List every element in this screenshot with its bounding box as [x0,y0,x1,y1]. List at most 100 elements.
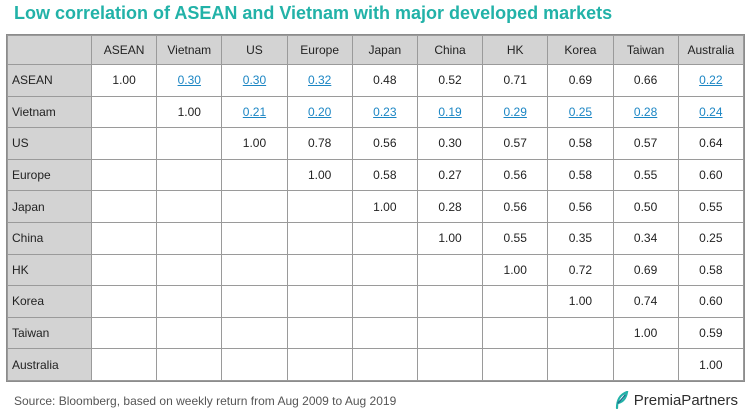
correlation-cell [156,158,223,192]
table-row: ASEAN 1.00 0.30 0.30 0.32 0.48 0.52 0.71 0.69 0.6… [7,64,745,97]
correlation-cell: 0.60 [677,158,745,192]
correlation-matrix: ASEAN Vietnam US Europe Japan China HK Korea Tai… [6,34,745,382]
correlation-cell [221,348,288,381]
correlation-cell: 0.32 [286,64,353,97]
correlation-cell: 0.58 [547,158,614,192]
correlation-cell: 0.30 [416,127,484,160]
correlation-cell [221,253,288,287]
brand-logo: PremiaPartners [614,391,738,409]
row-header-europe: Europe [7,158,92,192]
correlation-cell: 0.64 [677,127,745,160]
correlation-cell [351,316,418,350]
row-header-asean: ASEAN [7,64,92,97]
correlation-cell [482,348,549,381]
table-row: Australia 1.00 [7,348,745,381]
correlation-cell: 0.59 [677,316,745,350]
highlighted-value: 0.24 [699,104,723,119]
correlation-cell: 0.35 [547,221,614,255]
correlation-cell: 0.22 [677,64,745,97]
correlation-cell: 0.30 [221,64,288,97]
table-row: Korea 1.00 0.74 0.60 [7,285,745,318]
correlation-cell [286,348,353,381]
correlation-cell: 0.66 [612,64,679,97]
correlation-cell: 0.28 [416,190,484,223]
correlation-cell: 0.72 [547,253,614,287]
column-header-vietnam: Vietnam [156,35,223,65]
row-header-taiwan: Taiwan [7,316,92,350]
correlation-cell: 0.23 [351,95,418,129]
correlation-cell: 0.25 [677,221,745,255]
correlation-cell: 0.34 [612,221,679,255]
column-header-korea: Korea [547,35,614,65]
highlighted-value: 0.30 [177,73,201,88]
correlation-cell: 0.50 [612,190,679,223]
table-row: Japan 1.00 0.28 0.56 0.56 0.50 0.55 [7,190,745,223]
correlation-cell [416,316,484,350]
correlation-cell [90,221,158,255]
correlation-cell [156,190,223,223]
table-row: Europe 1.00 0.58 0.27 0.56 0.58 0.55 0.60 [7,158,745,192]
correlation-cell: 1.00 [286,158,353,192]
correlation-cell: 1.00 [482,253,549,287]
correlation-cell [286,285,353,318]
correlation-cell: 1.00 [677,348,745,381]
row-header-vietnam: Vietnam [7,95,92,129]
correlation-cell: 1.00 [221,127,288,160]
table-body: ASEAN 1.00 0.30 0.30 0.32 0.48 0.52 0.71 0.69 0.6… [7,64,745,381]
correlation-cell [416,253,484,287]
correlation-cell: 0.52 [416,64,484,97]
correlation-cell: 1.00 [416,221,484,255]
table-row: Taiwan 1.00 0.59 [7,316,745,350]
corner-cell [7,35,92,65]
correlation-cell [221,190,288,223]
correlation-cell: 0.58 [547,127,614,160]
correlation-cell [547,316,614,350]
correlation-table: ASEAN Vietnam US Europe Japan China HK Korea Tai… [7,35,745,381]
highlighted-value: 0.23 [373,104,397,119]
correlation-cell: 0.21 [221,95,288,129]
correlation-cell: 0.55 [612,158,679,192]
correlation-cell [286,221,353,255]
correlation-cell: 0.56 [547,190,614,223]
correlation-cell [90,158,158,192]
column-header-europe: Europe [286,35,353,65]
correlation-cell: 0.19 [416,95,484,129]
correlation-cell: 0.20 [286,95,353,129]
correlation-cell [351,348,418,381]
correlation-cell [482,316,549,350]
row-header-china: China [7,221,92,255]
correlation-cell: 1.00 [612,316,679,350]
correlation-cell [612,348,679,381]
correlation-cell: 0.25 [547,95,614,129]
correlation-cell [90,285,158,318]
table-row: HK 1.00 0.72 0.69 0.58 [7,253,745,287]
correlation-cell: 0.24 [677,95,745,129]
correlation-cell: 0.56 [351,127,418,160]
correlation-cell [351,285,418,318]
correlation-cell [416,285,484,318]
highlighted-value: 0.19 [438,104,462,119]
column-header-australia: Australia [677,35,745,65]
correlation-cell: 0.60 [677,285,745,318]
correlation-cell: 0.29 [482,95,549,129]
correlation-cell [286,190,353,223]
correlation-cell: 1.00 [90,64,158,97]
correlation-cell [547,348,614,381]
correlation-cell [221,158,288,192]
column-header-asean: ASEAN [90,35,158,65]
highlighted-value: 0.21 [242,104,267,119]
correlation-cell [351,253,418,287]
highlighted-value: 0.22 [699,73,723,88]
correlation-cell [351,221,418,255]
table-row: Vietnam 1.00 0.21 0.20 0.23 0.19 0.29 0.25 0.28 0… [7,95,745,129]
correlation-cell [286,253,353,287]
correlation-cell: 0.74 [612,285,679,318]
column-header-china: China [416,35,484,65]
column-header-taiwan: Taiwan [612,35,679,65]
highlighted-value: 0.30 [242,73,267,88]
column-header-row: ASEAN Vietnam US Europe Japan China HK Korea Tai… [7,35,745,65]
correlation-cell: 1.00 [547,285,614,318]
correlation-cell: 0.69 [547,64,614,97]
correlation-cell: 0.55 [482,221,549,255]
highlighted-value: 0.20 [307,104,332,119]
